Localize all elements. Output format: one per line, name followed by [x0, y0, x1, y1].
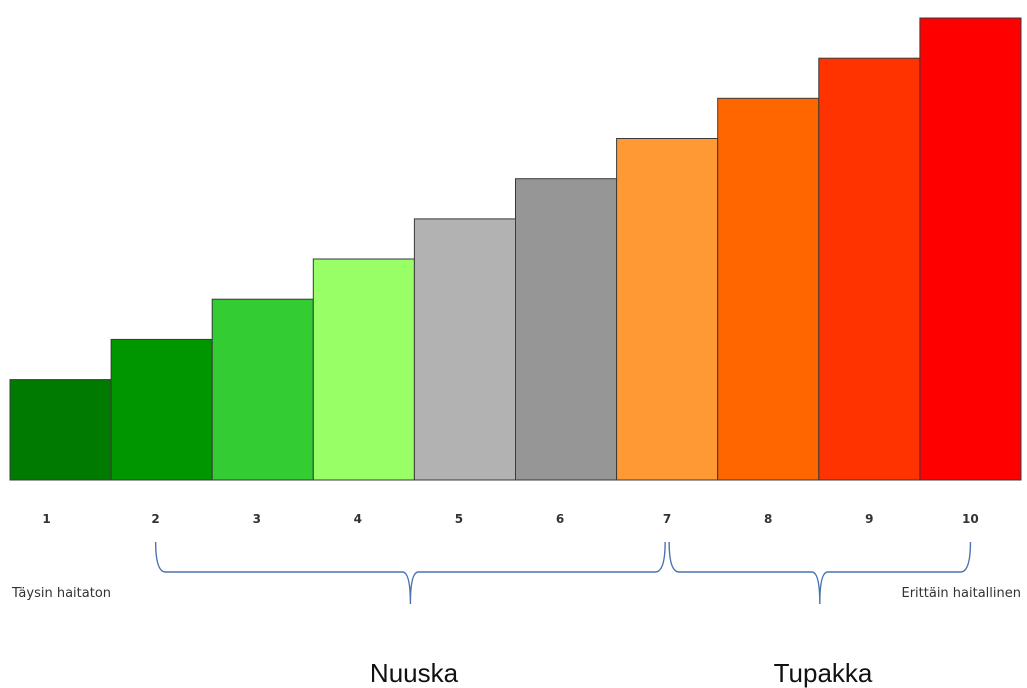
bar-7: [616, 138, 719, 481]
tick-label-5: 5: [455, 512, 463, 526]
tick-label-3: 3: [253, 512, 261, 526]
bar-10: [919, 17, 1022, 481]
brace-nuuska: [154, 541, 666, 605]
bar-9: [818, 57, 921, 481]
scale-low-label: Täysin haitaton: [11, 586, 111, 601]
bars-group: [9, 17, 1022, 481]
bar-1: [9, 379, 112, 481]
tick-label-8: 8: [764, 512, 772, 526]
tick-label-9: 9: [865, 512, 873, 526]
scale-high-label: Erittäin haitallinen: [901, 586, 1021, 601]
tick-label-4: 4: [354, 512, 362, 526]
tick-labels-group: 1 2 3 4 5 6 7 8 9 10: [42, 512, 978, 526]
braces-group: [154, 541, 972, 605]
tick-label-1: 1: [42, 512, 50, 526]
brace-tupakka: [668, 541, 972, 605]
group-label-nuuska: Nuuska: [370, 658, 459, 688]
bar-2: [110, 338, 213, 481]
tick-label-10: 10: [962, 512, 979, 526]
group-label-tupakka: Tupakka: [774, 658, 873, 688]
bar-6: [515, 178, 618, 481]
bar-8: [717, 97, 820, 481]
bar-4: [312, 258, 415, 481]
bar-5: [413, 218, 516, 481]
bar-3: [211, 298, 314, 481]
tick-label-2: 2: [151, 512, 159, 526]
tick-label-7: 7: [663, 512, 671, 526]
tick-label-6: 6: [556, 512, 564, 526]
